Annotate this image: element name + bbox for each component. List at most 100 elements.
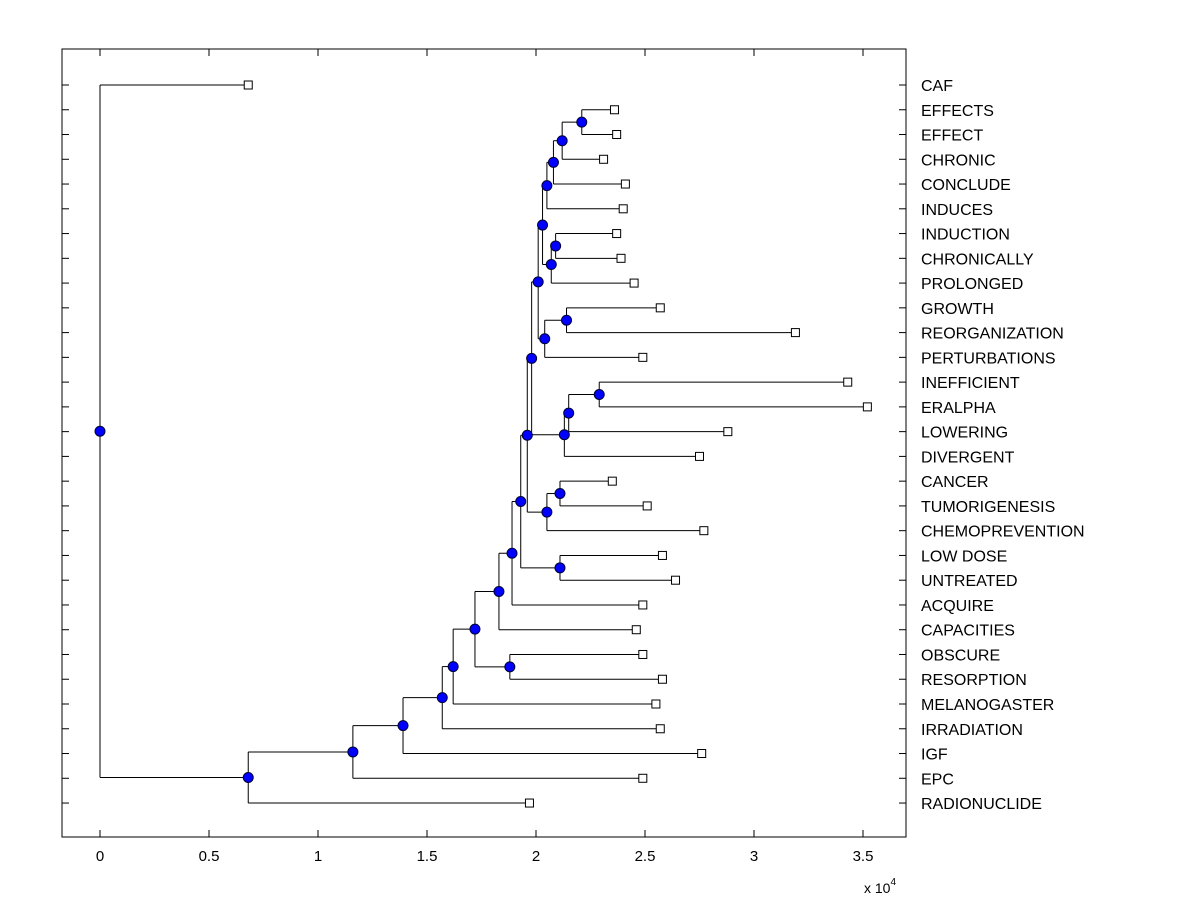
leaf-label: INDUCTION xyxy=(921,227,1010,244)
leaf-marker xyxy=(699,526,709,536)
leaf-marker xyxy=(607,476,617,486)
leaf-marker xyxy=(524,798,534,808)
axes-frame xyxy=(61,48,907,838)
leaf-label: CAPACITIES xyxy=(921,623,1015,640)
cluster-node xyxy=(541,180,553,192)
x-tick-label: 2 xyxy=(532,848,540,865)
leaf-label: CONCLUDE xyxy=(921,177,1011,194)
x-tick-label: 3.5 xyxy=(853,848,874,865)
leaf-label: CHRONIC xyxy=(921,152,996,169)
cluster-node xyxy=(493,585,505,597)
leaf-marker xyxy=(695,451,704,461)
leaf-label: CANCER xyxy=(921,474,989,491)
cluster-node xyxy=(554,562,566,574)
leaf-marker xyxy=(629,278,639,288)
leaf-marker xyxy=(616,253,626,263)
cluster-node xyxy=(94,425,106,437)
leaf-marker xyxy=(638,773,648,783)
leaf-label: EPC xyxy=(921,771,954,788)
leaf-marker xyxy=(671,575,681,585)
leaf-label: RESORPTION xyxy=(921,672,1027,689)
leaf-markers xyxy=(243,80,872,808)
cluster-node xyxy=(526,352,538,364)
cluster-node xyxy=(397,720,409,732)
leaf-marker xyxy=(843,377,853,387)
x-tick-label: 1.5 xyxy=(417,848,438,865)
x-tick-label: 3 xyxy=(750,848,758,865)
cluster-node xyxy=(576,116,588,128)
cluster-node xyxy=(539,333,551,345)
cluster-node xyxy=(563,407,575,419)
cluster-node xyxy=(436,692,448,704)
leaf-marker xyxy=(862,402,872,412)
leaf-label: PERTURBATIONS xyxy=(921,350,1056,367)
leaf-label: INDUCES xyxy=(921,202,993,219)
cluster-node xyxy=(558,429,570,441)
leaf-marker xyxy=(609,105,619,115)
x-tick-label: 0.5 xyxy=(199,848,220,865)
leaf-label: UNTREATED xyxy=(921,573,1018,590)
leaf-marker xyxy=(638,649,648,659)
cluster-node xyxy=(469,623,481,635)
leaf-label: EFFECT xyxy=(921,128,983,145)
cluster-node xyxy=(521,429,533,441)
leaf-marker xyxy=(655,724,665,734)
dendrogram-links xyxy=(99,84,868,804)
cluster-node xyxy=(545,259,557,271)
leaf-marker xyxy=(723,427,733,437)
leaf-label: ACQUIRE xyxy=(921,598,994,615)
cluster-node xyxy=(506,547,518,559)
leaf-marker xyxy=(243,80,253,90)
cluster-node xyxy=(504,661,516,673)
leaf-label: LOWERING xyxy=(921,425,1008,442)
leaf-marker xyxy=(638,600,648,610)
leaf-marker xyxy=(612,130,622,140)
leaf-labels: CAF EFFECTS EFFECT CHRONIC CONCLUDE INDUCES IN… xyxy=(921,78,1085,813)
leaf-label: INEFFICIENT xyxy=(921,375,1020,392)
leaf-marker xyxy=(697,749,707,759)
leaf-label: LOW DOSE xyxy=(921,548,1007,565)
leaf-label: MELANOGASTER xyxy=(921,697,1054,714)
leaf-marker xyxy=(657,674,667,684)
leaf-label: CHEMOPREVENTION xyxy=(921,524,1085,541)
leaf-marker xyxy=(642,501,652,511)
leaf-label: PROLONGED xyxy=(921,276,1023,293)
cluster-node xyxy=(554,488,566,500)
x-tick-label: 1 xyxy=(314,848,322,865)
cluster-node xyxy=(561,314,573,326)
leaf-label: DIVERGENT xyxy=(921,449,1015,466)
x-tick-label: 0 xyxy=(96,848,104,865)
cluster-node xyxy=(593,389,605,400)
leaf-marker xyxy=(651,699,661,709)
leaf-marker xyxy=(638,352,648,362)
leaf-marker xyxy=(655,303,665,313)
leaf-label: IGF xyxy=(921,747,948,764)
internal-nodes xyxy=(94,116,605,783)
leaf-marker xyxy=(620,179,630,189)
leaf-label: OBSCURE xyxy=(921,647,1000,664)
leaf-label: EFFECTS xyxy=(921,103,994,120)
cluster-node xyxy=(447,661,459,673)
x-tick-label: 2.5 xyxy=(635,848,656,865)
cluster-node xyxy=(556,135,568,147)
leaf-label: IRRADIATION xyxy=(921,722,1023,739)
leaf-marker xyxy=(612,229,622,239)
cluster-node xyxy=(347,746,359,758)
leaf-marker xyxy=(657,550,667,560)
leaf-marker xyxy=(618,204,628,214)
leaf-marker xyxy=(599,154,609,164)
cluster-node xyxy=(532,276,544,288)
x-tick-labels: 0 0.5 1 1.5 2 2.5 3 3.5 xyxy=(96,848,874,865)
cluster-node xyxy=(515,496,527,508)
leaf-label: REORGANIZATION xyxy=(921,326,1064,343)
leaf-marker xyxy=(631,625,641,635)
leaf-label: GROWTH xyxy=(921,301,994,318)
cluster-node xyxy=(547,156,559,168)
leaf-label: CAF xyxy=(921,78,953,95)
cluster-node xyxy=(242,771,254,783)
x-axis-multiplier: x 104 xyxy=(864,877,896,896)
cluster-node xyxy=(541,506,553,518)
axis-ticks xyxy=(62,49,906,837)
leaf-label: CHRONICALLY xyxy=(921,251,1034,268)
